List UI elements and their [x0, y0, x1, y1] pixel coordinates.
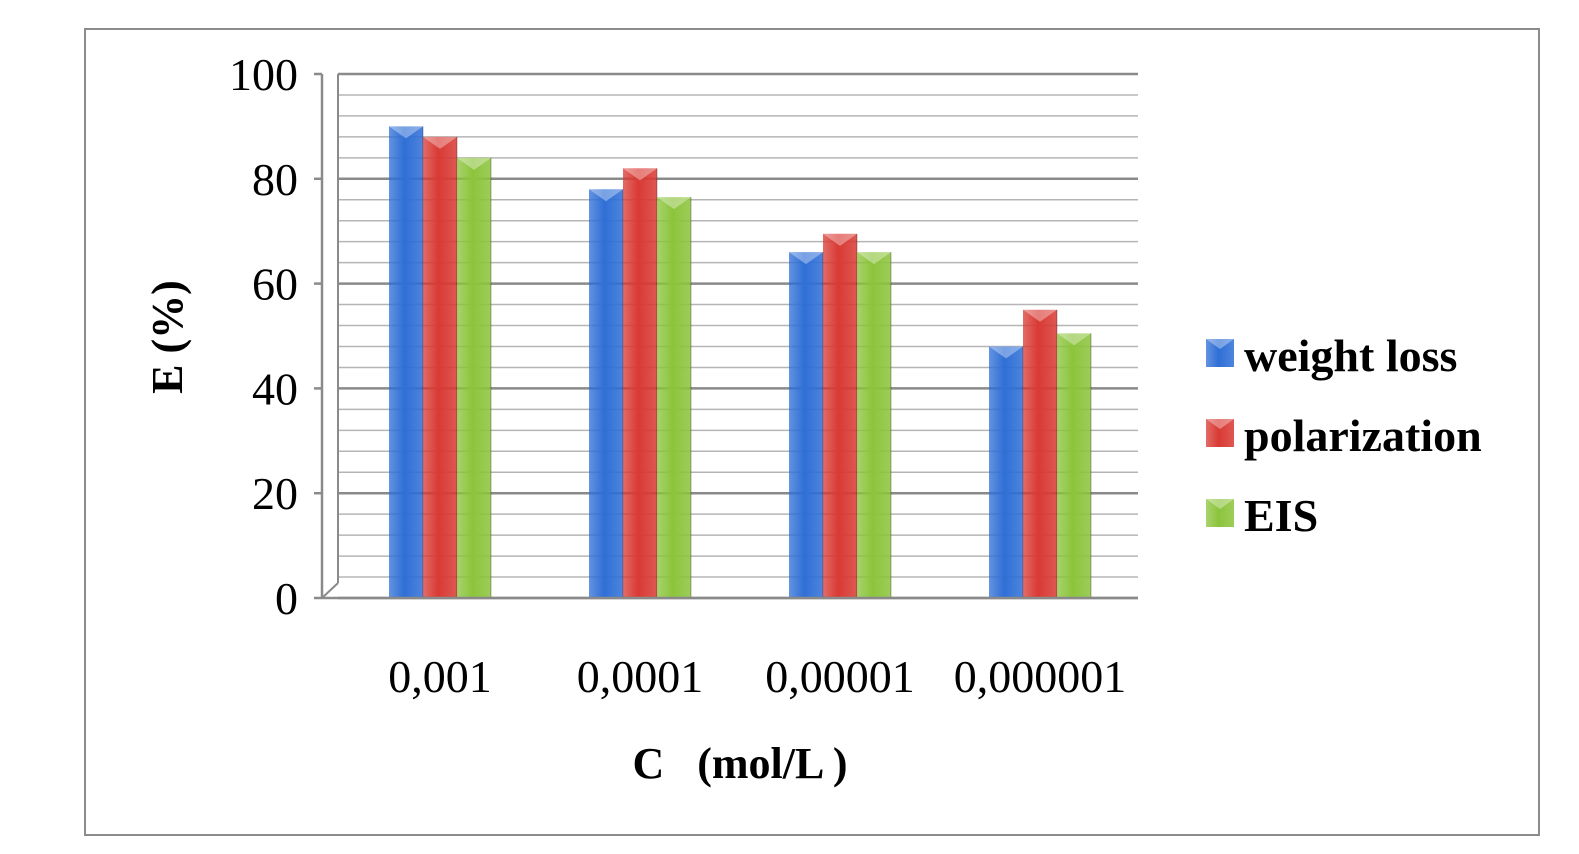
- y-tick-label: 60: [252, 259, 298, 310]
- bar-cap: [989, 346, 1023, 359]
- bar-cap: [457, 157, 491, 170]
- legend-swatch-cap: [1206, 499, 1234, 509]
- x-tick-label: 0,001: [388, 651, 492, 702]
- floor-edge: [321, 582, 339, 599]
- bar-cap: [823, 233, 857, 246]
- bar: [823, 233, 858, 598]
- bar-body: [589, 189, 623, 598]
- x-tick-labels: 0,001 0,0001 0,00001 0,000001: [388, 651, 1126, 702]
- legend-label: polarization: [1244, 410, 1482, 461]
- bar-body: [423, 136, 457, 598]
- bar-body: [857, 252, 891, 598]
- bar-cap: [1023, 309, 1057, 322]
- bar-body: [657, 197, 691, 598]
- bar-body: [1057, 333, 1091, 598]
- bar-cap: [857, 252, 891, 265]
- legend-label: weight loss: [1244, 330, 1457, 381]
- bar: [1023, 309, 1058, 598]
- bar-cap: [589, 189, 623, 202]
- bar-body: [457, 157, 491, 598]
- legend-swatch: [1206, 339, 1234, 367]
- bar-body: [789, 252, 823, 598]
- legend-item: polarization: [1206, 410, 1482, 461]
- bar-cap: [1057, 333, 1091, 346]
- bar: [457, 157, 492, 598]
- bar-body: [1023, 309, 1057, 598]
- bar-cap: [623, 168, 657, 181]
- legend-item: EIS: [1206, 490, 1318, 541]
- y-tick-label: 80: [252, 154, 298, 205]
- legend-swatch: [1206, 419, 1234, 447]
- bar-cap: [423, 136, 457, 149]
- bar: [857, 252, 892, 598]
- legend: weight loss polarization EIS: [1206, 330, 1482, 541]
- y-tick-label: 40: [252, 363, 298, 414]
- y-tick-label: 100: [229, 49, 298, 100]
- legend-swatch-cap: [1206, 339, 1234, 349]
- axes: [314, 72, 1138, 600]
- x-tick-label: 0,00001: [765, 651, 915, 702]
- bar-cap: [789, 252, 823, 265]
- legend-label: EIS: [1244, 490, 1318, 541]
- bars: [389, 126, 1092, 599]
- bar: [1057, 333, 1092, 598]
- bar: [389, 126, 424, 599]
- legend-swatch: [1206, 499, 1234, 527]
- bar: [623, 168, 658, 598]
- bar-cap: [657, 197, 691, 210]
- bar-body: [989, 346, 1023, 598]
- bar-body: [623, 168, 657, 598]
- bar: [657, 197, 692, 598]
- legend-item: weight loss: [1206, 330, 1457, 381]
- x-tick-label: 0,000001: [954, 651, 1127, 702]
- bar-cap: [389, 126, 423, 139]
- x-tick-label: 0,0001: [577, 651, 704, 702]
- bar-body: [823, 233, 857, 598]
- bar-body: [389, 126, 423, 599]
- x-axis-title: C (mol/L ): [632, 739, 847, 788]
- y-tick-label: 0: [275, 573, 298, 624]
- bar: [589, 189, 624, 598]
- y-tick-labels: 0 20 40 60 80 100: [229, 49, 298, 624]
- bar: [989, 346, 1024, 598]
- y-tick-label: 20: [252, 468, 298, 519]
- bar: [423, 136, 458, 598]
- legend-swatch-cap: [1206, 419, 1234, 429]
- y-axis-title: E (%): [143, 280, 192, 394]
- bar: [789, 252, 824, 598]
